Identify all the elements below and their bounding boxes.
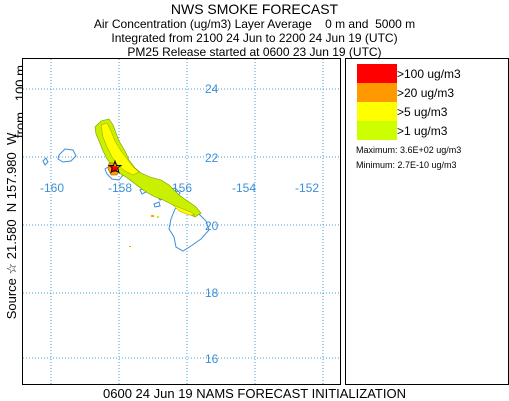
legend-label: >100 ug/m3 <box>397 67 461 81</box>
source-marker <box>107 159 123 174</box>
lat-label-18: 18 <box>205 286 219 300</box>
island-kauai <box>57 148 77 163</box>
maximum-value: Maximum: 3.6E+02 ug/m3 <box>356 145 462 155</box>
legend-label: >20 ug/m3 <box>397 86 455 100</box>
legend-panel: >100 ug/m3 >20 ug/m3 >5 ug/m3 >1 ug/m3 M… <box>345 58 509 385</box>
legend-item-gt100: >100 ug/m3 <box>357 64 507 83</box>
plume-contour-gt5-east <box>172 204 196 216</box>
subtitle-concentration: Air Concentration (ug/m3) Layer Average … <box>93 17 416 31</box>
plume-spot-a <box>151 215 154 217</box>
source-star-icon <box>107 159 123 174</box>
lon-label-154: -154 <box>232 181 256 195</box>
plume-contour-gt5 <box>100 122 140 176</box>
grid-lines <box>23 59 340 384</box>
legend-label: >5 ug/m3 <box>397 105 448 119</box>
lat-label-24: 24 <box>205 82 219 96</box>
legend-item-gt20: >20 ug/m3 <box>357 83 507 102</box>
island-kahoolawe <box>153 201 161 208</box>
lat-label-16: 16 <box>205 352 219 366</box>
lon-label-152: -152 <box>295 181 319 195</box>
legend-label: >1 ug/m3 <box>397 124 448 138</box>
plume-peak-gt100 <box>111 166 117 172</box>
lon-label-158: -158 <box>108 181 132 195</box>
plume-spot-c <box>129 246 131 247</box>
lat-label-22: 22 <box>205 151 219 165</box>
legend-swatch-lime <box>357 121 397 140</box>
subtitle-integration: Integrated from 2100 24 Jun to 2200 24 J… <box>111 31 398 45</box>
legend-swatch-red <box>357 64 397 83</box>
legend-item-gt1: >1 ug/m3 <box>357 121 507 140</box>
legend-swatch-yellow <box>357 102 397 121</box>
lon-label-160: -160 <box>40 181 64 195</box>
plume-spot-b <box>157 216 159 218</box>
island-niihau <box>42 157 49 166</box>
minimum-value: Minimum: 2.7E-10 ug/m3 <box>356 160 457 170</box>
legend-item-gt5: >5 ug/m3 <box>357 102 507 121</box>
forecast-initialization-label: 0600 24 Jun 19 NAMS FORECAST INITIALIZAT… <box>103 386 406 401</box>
legend-swatch-orange <box>357 83 397 102</box>
smoke-plume <box>94 118 202 247</box>
map-canvas: 24 22 20 18 16 -160 -158 -156 -154 -152 <box>23 59 340 384</box>
subtitle-release: PM25 Release started at 0600 23 Jun 19 (… <box>127 45 382 59</box>
lat-label-20: 20 <box>205 219 219 233</box>
chart-title: NWS SMOKE FORECAST <box>170 1 339 17</box>
map-panel: 24 22 20 18 16 -160 -158 -156 -154 -152 <box>22 58 341 385</box>
